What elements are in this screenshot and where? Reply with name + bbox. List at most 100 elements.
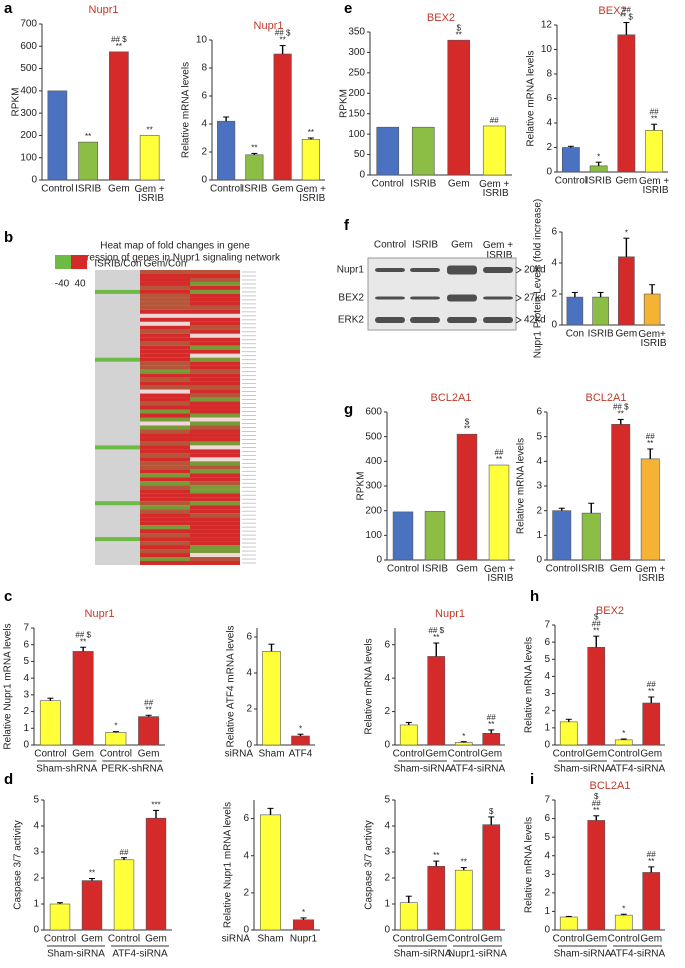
- heatmap-cell: [190, 301, 240, 306]
- x-tick-label: Gem: [610, 564, 632, 575]
- bar: [113, 859, 135, 931]
- heatmap-cell: [190, 381, 240, 386]
- x-tick-label: Gem+ ISRIB: [638, 329, 667, 349]
- y-tick-label: 6: [384, 639, 390, 650]
- y-tick-label: 300: [20, 108, 37, 119]
- bar: [411, 126, 435, 176]
- y-tick-label: 3: [33, 847, 39, 858]
- heatmap-cell: [190, 493, 240, 498]
- x-tick-label: Con: [566, 329, 584, 340]
- x-tick-label: Control: [100, 749, 132, 760]
- heatmap-cell: [95, 501, 140, 506]
- bar: [139, 135, 160, 181]
- bar: [447, 39, 471, 176]
- y-tick-label: 10: [541, 44, 553, 55]
- chart-title: BCL2A1: [586, 392, 627, 404]
- significance-mark: *: [114, 722, 117, 731]
- heatmap-cell: [140, 417, 190, 422]
- heatmap-cell: [140, 393, 190, 398]
- heatmap-cell: [140, 549, 190, 554]
- y-tick-label: 1: [33, 899, 39, 910]
- y-tick-label: 8: [546, 69, 552, 80]
- x-tick-label: Control: [608, 934, 640, 945]
- y-tick-label: 4: [544, 671, 550, 682]
- heatmap-cell: [190, 549, 240, 554]
- bar: [291, 735, 310, 746]
- y-tick-label: 200: [348, 88, 365, 99]
- x-tick-label: Gem: [456, 564, 478, 575]
- band-label: ERK2: [338, 315, 365, 326]
- bar: [376, 126, 400, 176]
- heatmap-cell: [190, 345, 240, 350]
- significance-mark: ***: [151, 801, 160, 810]
- heatmap-cell: [140, 469, 190, 474]
- significance-mark: ##: [646, 432, 655, 441]
- heatmap-cell: [140, 317, 190, 322]
- bar: [109, 51, 129, 181]
- blot-band: [375, 317, 405, 323]
- x-tick-label: ISRIB: [422, 564, 448, 575]
- bar: [262, 651, 281, 746]
- heatmap-cell: [140, 413, 190, 418]
- y-axis-label: RPKM: [339, 89, 350, 118]
- y-tick-label: 4: [536, 456, 542, 467]
- bar: [559, 721, 578, 746]
- y-tick-label: 250: [348, 67, 365, 78]
- heatmap-cell: [140, 337, 190, 342]
- bar: [72, 651, 94, 746]
- y-tick-label: 6: [201, 91, 207, 102]
- significance-mark: **: [618, 410, 624, 419]
- significance-mark: **: [651, 114, 657, 123]
- y-tick-label: 4: [201, 119, 207, 130]
- y-tick-label: 3: [544, 869, 550, 880]
- x-tick-label: Control: [41, 184, 73, 195]
- significance-mark: ##: [650, 107, 659, 116]
- heatmap-cell: [190, 321, 240, 326]
- heatmap-cell: [140, 285, 190, 290]
- heatmap-cell: [140, 361, 190, 366]
- chart-title: Nupr1: [89, 4, 119, 16]
- heatmap-cell: [140, 449, 190, 454]
- y-axis-label: Relative Nupr1 mRNA levels: [3, 623, 14, 749]
- y-tick-label: 50: [354, 149, 366, 160]
- heatmap-cell: [190, 365, 240, 370]
- heatmap-cell: [140, 313, 190, 318]
- y-tick-label: 4: [33, 821, 39, 832]
- bar: [482, 824, 501, 931]
- y-tick-label: 300: [365, 481, 382, 492]
- significance-mark: ##: [622, 6, 631, 15]
- heatmap-cell: [140, 425, 190, 430]
- heatmap-cell: [140, 477, 190, 482]
- significance-mark: $: [465, 417, 470, 426]
- heatmap-cell: [190, 521, 240, 526]
- heatmap-cell: [190, 377, 240, 382]
- y-tick-label: 6: [544, 813, 550, 824]
- y-tick-label: 4: [384, 821, 390, 832]
- x-tick-label: Gem: [640, 934, 662, 945]
- heatmap-cell: [140, 345, 190, 350]
- heatmap-cell: [140, 289, 190, 294]
- y-axis-label: Nupr1 Protein Levels (fold increase): [533, 199, 544, 359]
- significance-mark: *: [462, 732, 465, 741]
- significance-mark: *: [622, 729, 625, 738]
- heatmap-cell: [190, 397, 240, 402]
- y-tick-label: 1: [23, 723, 29, 734]
- y-tick-label: 4: [544, 850, 550, 861]
- heatmap-cell: [190, 501, 240, 506]
- significance-mark: ##: [144, 698, 153, 707]
- heatmap-cell: [140, 553, 190, 558]
- significance-mark: **: [251, 144, 257, 153]
- heatmap-cell: [140, 533, 190, 538]
- significance-mark: **: [433, 851, 439, 860]
- heatmap-cell: [190, 473, 240, 478]
- heatmap-cell: [190, 445, 240, 450]
- heatmap-cell: [190, 313, 240, 318]
- panel-letter: b: [4, 229, 13, 246]
- heatmap-cell: [140, 401, 190, 406]
- group-label: Sham-siRNA: [394, 764, 452, 775]
- x-prefix-label: siRNA: [225, 749, 254, 760]
- bar: [561, 147, 580, 173]
- y-tick-label: 2: [201, 147, 207, 158]
- x-tick-label: Gem: [640, 749, 662, 760]
- y-tick-label: 10: [196, 35, 208, 46]
